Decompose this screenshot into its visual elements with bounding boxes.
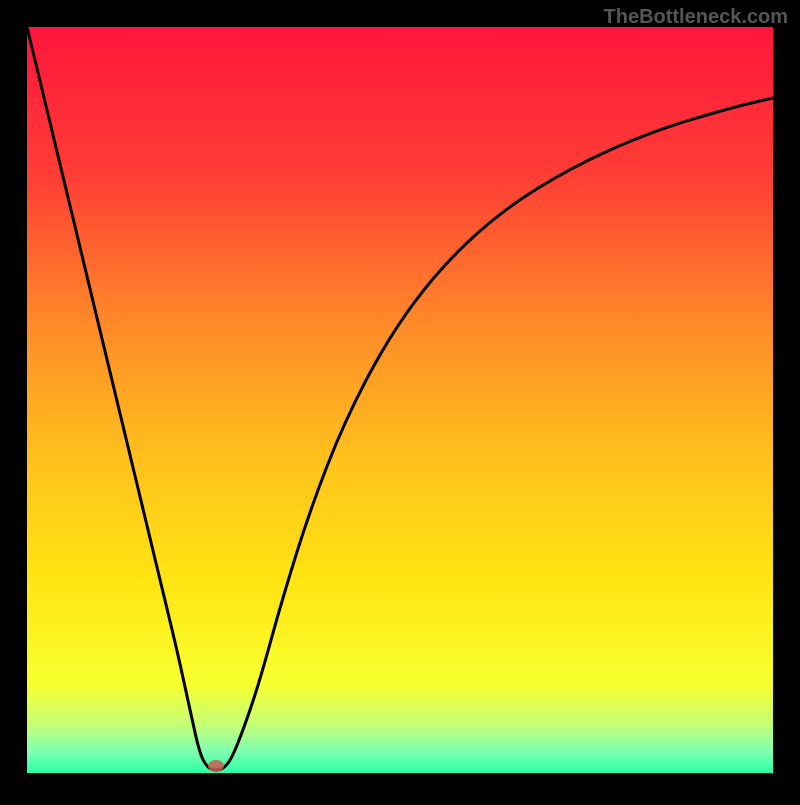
- optimum-marker: [208, 760, 224, 772]
- plot-area: [27, 27, 773, 773]
- chart-svg: [0, 0, 800, 800]
- bottleneck-chart: [0, 0, 800, 800]
